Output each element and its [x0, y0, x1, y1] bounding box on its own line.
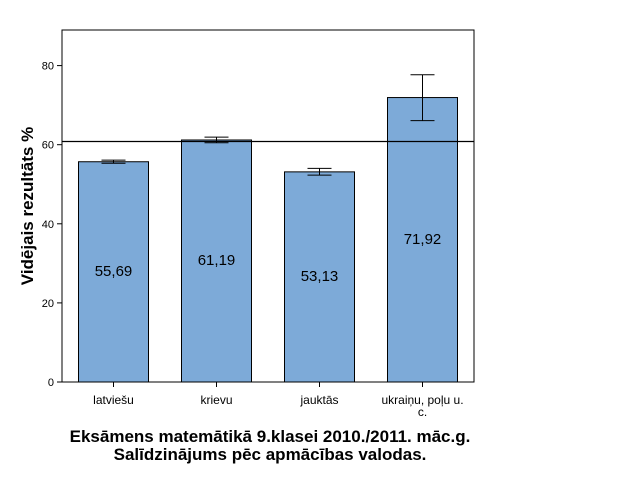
- y-tick-label: 80: [42, 61, 54, 73]
- chart-title: Eksāmens matemātikā 9.klasei 2010./2011.…: [69, 427, 471, 464]
- plot-area: 0 20 40 60 80 55,69 latviešu 61,19 krievu 53,13 ja…: [42, 29, 475, 419]
- data-label: 55,69: [95, 263, 133, 280]
- y-tick-label: 20: [42, 298, 54, 310]
- y-tick-label: 0: [48, 377, 54, 389]
- y-tick-label: 40: [42, 219, 54, 231]
- y-tick-label: 60: [42, 140, 54, 152]
- data-label: 71,92: [404, 231, 442, 248]
- x-tick-label: ukraiņu, poļu u. c.: [381, 393, 463, 419]
- x-tick-label: jauktās: [299, 393, 338, 407]
- data-label: 53,13: [301, 268, 339, 285]
- y-axis-label: Vidējais rezultāts %: [18, 127, 37, 285]
- x-tick-label: krievu: [200, 393, 232, 407]
- x-tick-label: latviešu: [93, 393, 134, 407]
- bar: [387, 97, 458, 383]
- data-label: 61,19: [198, 252, 236, 269]
